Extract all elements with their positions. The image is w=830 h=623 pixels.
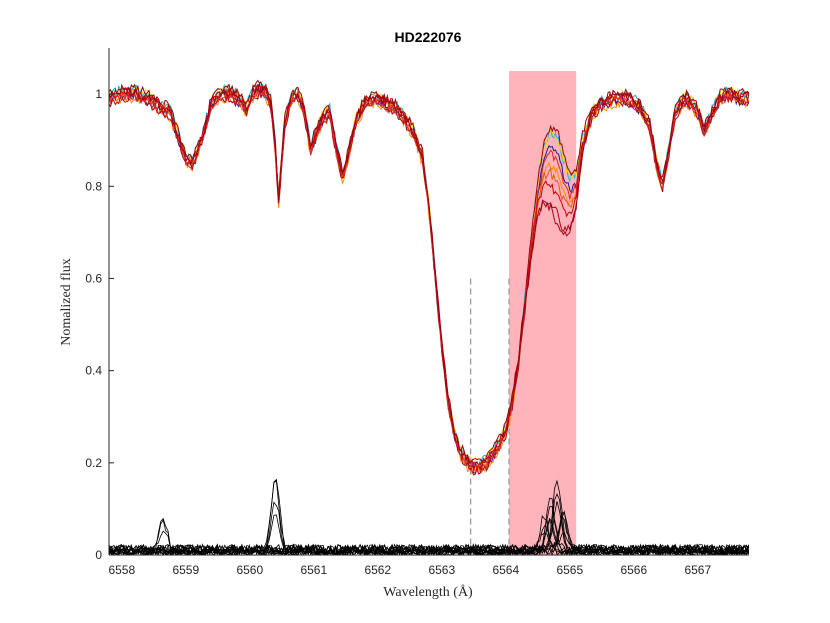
x-tick-label: 6567 <box>684 563 711 577</box>
highlight-band-layer <box>509 71 577 555</box>
x-tick-label: 6563 <box>428 563 455 577</box>
spectra-series-layer <box>109 79 749 476</box>
dashed-lines-layer <box>469 278 510 555</box>
residual-line-11 <box>109 493 749 555</box>
y-tick-label: 0.6 <box>85 271 102 285</box>
axes-layer: 6558 6559 6560 6561 6562 6563 6564 6565 6566 6567… <box>85 48 749 577</box>
residual-spectra-layer <box>109 478 749 555</box>
chart-title: HD222076 <box>395 29 462 45</box>
spectrum-line-4 <box>109 91 749 476</box>
x-tick-label: 6566 <box>620 563 647 577</box>
x-tick-label: 6560 <box>236 563 263 577</box>
y-axis-label: Nomalized flux <box>59 258 74 345</box>
y-tick-label: 0 <box>95 548 102 562</box>
residual-line-13 <box>109 478 749 555</box>
spectrum-line-10 <box>109 83 749 471</box>
x-tick-label: 6565 <box>556 563 583 577</box>
x-tick-label: 6559 <box>172 563 199 577</box>
x-tick-label: 6564 <box>492 563 519 577</box>
x-tick-label: 6558 <box>108 563 135 577</box>
residual-line-14 <box>109 497 749 555</box>
x-tick-label: 6561 <box>300 563 327 577</box>
x-axis-label: Wavelength (Å) <box>383 584 473 600</box>
y-tick-label: 1 <box>95 87 102 101</box>
y-tick-label: 0.8 <box>85 179 102 193</box>
y-tick-label: 0.4 <box>85 364 102 378</box>
residual-line-12 <box>109 517 749 555</box>
highlight-band <box>509 71 577 555</box>
y-tick-label: 0.2 <box>85 456 102 470</box>
x-tick-label: 6562 <box>364 563 391 577</box>
